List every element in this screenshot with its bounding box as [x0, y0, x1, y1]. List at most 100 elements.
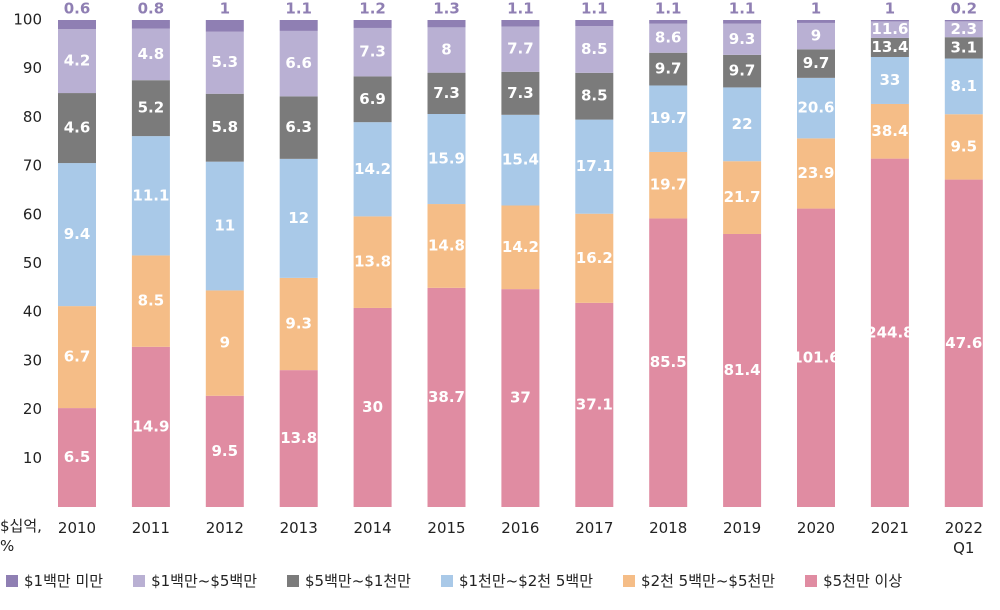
data-label: 38.7: [428, 388, 465, 406]
data-label: 1.3: [433, 0, 460, 18]
data-label: 244.8: [866, 323, 913, 341]
bar-segment: [870, 20, 909, 22]
legend-label: $1백만 미만: [24, 572, 104, 590]
bar-segment: [870, 57, 909, 104]
bar-segment: [501, 114, 540, 206]
x-tick-label: 2013: [279, 519, 318, 537]
bar-segment: [205, 93, 244, 162]
bar-segment: [501, 20, 540, 27]
data-label: 6.5: [64, 448, 91, 466]
data-label: 12: [288, 209, 309, 227]
legend-label: $1백만~$5백만: [151, 572, 258, 590]
data-label: 9.3: [729, 30, 756, 48]
x-tick-label: 2019: [723, 519, 762, 537]
bar-segment: [427, 204, 466, 288]
bar-segment: [427, 72, 466, 115]
y-tick-label: 40: [23, 303, 42, 321]
data-label: 16.2: [576, 249, 613, 267]
bar-segment: [205, 31, 244, 94]
legend-label: $1천만~$2천 5백만: [458, 572, 594, 590]
bar-segment: [944, 114, 983, 180]
bar-segment: [649, 23, 688, 53]
data-label: 6.7: [64, 348, 91, 366]
bar-segment: [131, 346, 170, 507]
y-tick-label: 80: [23, 108, 42, 126]
bar-segment: [797, 208, 835, 507]
bar-segment: [353, 20, 392, 28]
y-tick-label: 20: [23, 400, 42, 418]
bar-segment: [944, 58, 983, 115]
bar-segment: [649, 52, 688, 86]
bar-segment: [353, 27, 392, 77]
bar-segment: [575, 302, 614, 507]
bar-segment: [58, 306, 96, 409]
bar-segment: [205, 395, 244, 507]
bar-segment: [501, 289, 540, 507]
legend-item: $5백만~$1천만: [287, 570, 411, 591]
data-label: 9: [220, 334, 230, 352]
data-label: 37.1: [576, 395, 613, 413]
data-label: 7.3: [507, 84, 534, 102]
bar-segment: [575, 26, 614, 73]
bar-segment: [58, 93, 96, 164]
bar-segment: [870, 37, 909, 58]
bar-segment: [723, 87, 762, 162]
data-label: 33: [879, 71, 900, 89]
bar-segment: [501, 205, 540, 290]
data-label: 1.1: [581, 0, 608, 18]
bar-segment: [723, 54, 762, 88]
bar-segment: [353, 76, 392, 123]
data-label: 13.4: [871, 38, 908, 56]
data-label: 1.1: [655, 0, 682, 18]
data-label: 101.6: [792, 348, 839, 366]
bar-segment: [723, 161, 762, 234]
data-label: 1.1: [729, 0, 756, 18]
x-tick-label: 2015: [427, 519, 466, 537]
bar-segment: [279, 158, 318, 278]
x-tick-label: 2016: [501, 519, 540, 537]
bar-segment: [279, 30, 318, 97]
bar-segment: [797, 138, 835, 209]
data-label: 1.1: [285, 0, 312, 18]
legend-item: $2천 5백만~$5천만: [623, 570, 775, 591]
bar-segment: [131, 80, 170, 137]
bar-segment: [279, 370, 318, 507]
data-label: 81.4: [724, 361, 761, 379]
bar-segment: [649, 151, 688, 219]
legend-swatch: [287, 574, 300, 587]
bar-segment: [797, 77, 835, 139]
bar-segment: [870, 158, 909, 507]
data-label: 9.5: [212, 442, 239, 460]
data-label: 1: [885, 0, 895, 18]
data-label: 23.9: [797, 164, 834, 182]
bar-segment: [944, 179, 983, 508]
data-label: 0.8: [138, 0, 165, 18]
bar-segment: [575, 213, 614, 303]
data-label: 0.2: [951, 0, 978, 18]
bar-segment: [649, 20, 688, 24]
data-label: 6.9: [359, 90, 386, 108]
data-label: 21.7: [724, 188, 761, 206]
bar-segment: [944, 20, 983, 22]
data-label: 14.9: [132, 417, 169, 435]
bar-segment: [205, 290, 244, 396]
bar-segment: [279, 20, 318, 31]
x-tick-label: 2018: [649, 519, 688, 537]
legend-label: $5백만~$1천만: [305, 572, 411, 590]
legend: $1백만 미만 $1백만~$5백만 $5백만~$1천만 $1천만~$2천 5백만 $2천…: [6, 570, 902, 591]
bar-segment: [427, 20, 466, 28]
data-label: 8.5: [581, 87, 608, 105]
bar-segment: [944, 21, 983, 38]
data-label: 17.1: [576, 157, 613, 175]
bar-segment: [797, 22, 835, 50]
data-label: 7.7: [507, 40, 534, 58]
legend-swatch: [440, 574, 453, 587]
data-label: 13.8: [280, 429, 317, 447]
bar-segment: [205, 161, 244, 291]
bar-segment: [797, 49, 835, 78]
data-label: 6.6: [285, 54, 312, 72]
data-label: 85.5: [650, 353, 687, 371]
data-label: 0.6: [64, 0, 91, 18]
legend-item: $1백만~$5백만: [133, 570, 257, 591]
legend-swatch: [133, 574, 146, 587]
